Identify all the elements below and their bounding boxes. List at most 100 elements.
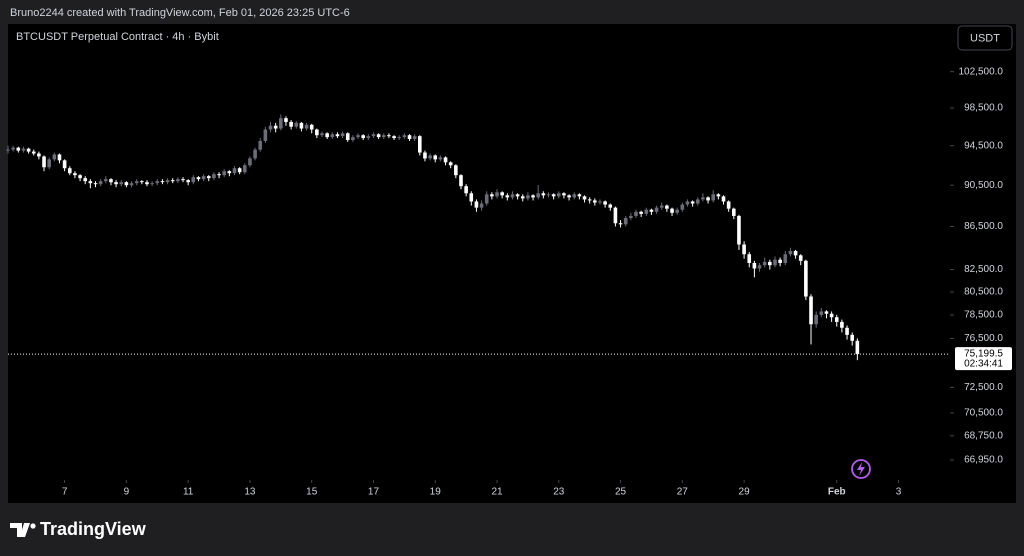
y-tick-label: 86,500.0: [964, 221, 1003, 232]
candle-body: [639, 211, 643, 214]
candle-body: [21, 148, 26, 151]
candle-body: [140, 181, 144, 183]
candle-body: [582, 196, 587, 200]
candle-body: [726, 201, 731, 209]
candle-body: [206, 176, 211, 179]
candle-body: [768, 261, 772, 266]
candle-body: [392, 136, 396, 139]
candle-body: [629, 215, 633, 219]
candle-body: [124, 182, 129, 186]
candle-body: [155, 181, 160, 184]
candle-body: [634, 211, 638, 216]
y-tick-label: 70,500.0: [964, 408, 1003, 419]
candle-body: [356, 135, 360, 138]
candle-body: [340, 133, 345, 137]
candle-body: [150, 183, 154, 185]
candle-body: [176, 179, 180, 182]
candle-body: [788, 250, 793, 255]
candle-body: [654, 207, 659, 212]
candle-body: [459, 175, 463, 187]
candle-body: [546, 194, 551, 196]
candle-body: [428, 155, 432, 159]
x-tick-label: 17: [368, 487, 380, 498]
candle-body: [83, 178, 88, 182]
candle-body: [695, 199, 700, 204]
y-tick-label: 98,500.0: [964, 103, 1003, 114]
candle-body: [114, 182, 118, 185]
chart-panel: [8, 24, 1016, 503]
candle-body: [227, 171, 232, 174]
candle-body: [454, 165, 458, 176]
candle-body: [407, 135, 412, 140]
lightning-icon[interactable]: [851, 459, 871, 479]
currency-label[interactable]: USDT: [970, 32, 1000, 44]
candle-body: [263, 129, 268, 141]
y-tick-label: 66,950.0: [964, 455, 1003, 466]
candle-body: [289, 121, 293, 127]
candle-body: [562, 193, 566, 196]
candle-body: [284, 118, 288, 122]
candle-body: [783, 254, 788, 263]
candle-body: [757, 265, 762, 269]
candle-body: [109, 179, 113, 183]
candle-body: [675, 209, 679, 213]
candle-body: [479, 203, 484, 208]
candle-body: [217, 174, 221, 176]
candle-body: [381, 135, 386, 138]
candle-body: [320, 133, 324, 136]
candle-body: [855, 340, 860, 355]
candle-body: [577, 194, 582, 197]
candle-body: [371, 134, 376, 137]
candle-body: [649, 209, 654, 212]
candle-body: [443, 157, 448, 163]
candle-body: [510, 194, 515, 198]
candle-body: [134, 181, 139, 184]
last-price-label: 75,199.5: [964, 349, 1003, 360]
candle-body: [685, 201, 690, 205]
candle-body: [165, 180, 170, 183]
x-tick-label: 19: [430, 487, 442, 498]
header: Bruno2244 created with TradingView.com, …: [10, 7, 350, 19]
candle-body: [248, 158, 252, 166]
candle-body: [294, 122, 299, 127]
currency-button[interactable]: [957, 25, 1013, 51]
candle-body: [366, 136, 371, 139]
candle-body: [500, 192, 504, 196]
candle-body: [196, 177, 201, 180]
candle-body: [268, 125, 273, 130]
candle-body: [608, 204, 613, 208]
candle-body: [67, 168, 72, 174]
candle-body: [201, 176, 206, 180]
candle-body: [129, 183, 134, 186]
logo-mark: [10, 523, 30, 537]
candle-body: [412, 136, 417, 140]
candle-body: [448, 162, 453, 166]
candle-body: [551, 194, 556, 197]
candle-body: [773, 259, 777, 266]
candle-body: [587, 199, 592, 201]
candle-body: [520, 196, 525, 199]
candle-body: [119, 182, 124, 185]
candle-body: [376, 134, 381, 138]
candle-body: [325, 133, 329, 138]
candle-body: [845, 327, 849, 335]
candle-body: [222, 171, 226, 176]
x-tick-label: Feb: [828, 487, 846, 498]
candle-body: [253, 149, 257, 159]
candle-body: [567, 195, 571, 198]
candle-body: [273, 125, 278, 129]
candle-body: [572, 194, 577, 198]
candle-body: [62, 160, 67, 169]
candle-body: [433, 155, 438, 160]
x-tick-label: 15: [306, 487, 318, 498]
logo-text: TradingView: [40, 519, 147, 539]
candle-body: [31, 151, 36, 154]
candle-body: [335, 134, 340, 137]
candle-body: [819, 311, 824, 315]
candle-body: [556, 193, 561, 197]
candle-body: [93, 183, 98, 185]
footer-logo: TradingView: [10, 519, 147, 539]
candle-body: [98, 181, 103, 185]
candle-body: [57, 154, 62, 161]
